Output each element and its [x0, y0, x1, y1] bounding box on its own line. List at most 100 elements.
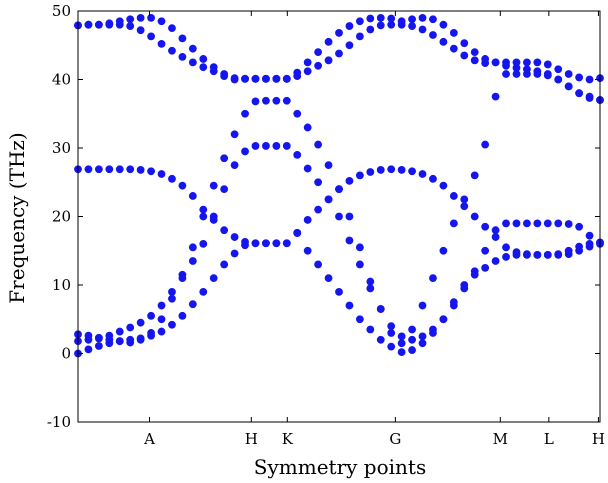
data-point — [449, 219, 458, 228]
data-point — [470, 171, 479, 180]
y-tick-label: -10 — [47, 413, 71, 431]
data-point — [220, 260, 229, 269]
data-point — [303, 164, 312, 173]
data-point — [502, 243, 510, 252]
x-tick-label: G — [389, 430, 401, 448]
data-point — [147, 329, 155, 337]
tick-labels-layer: -10 0 10 20 30 40 50 A H K G M L H — [47, 2, 605, 448]
data-point — [303, 216, 312, 224]
data-point — [303, 123, 312, 132]
data-point — [126, 22, 135, 30]
data-point — [491, 58, 500, 67]
data-point — [126, 15, 135, 24]
data-point — [502, 70, 510, 78]
data-point — [324, 195, 333, 204]
data-point — [429, 274, 437, 283]
data-point — [481, 263, 490, 272]
data-point — [491, 257, 500, 265]
data-point — [94, 333, 103, 342]
data-point — [178, 52, 187, 61]
data-point — [449, 29, 458, 37]
data-point — [355, 260, 364, 269]
phonon-branch — [74, 70, 604, 348]
data-point — [262, 142, 270, 150]
data-point — [376, 305, 385, 313]
data-point — [575, 73, 584, 82]
data-point — [314, 178, 323, 187]
data-point — [230, 161, 239, 170]
data-point — [157, 301, 166, 310]
data-point — [345, 22, 354, 30]
data-point — [272, 239, 281, 248]
data-point — [418, 332, 427, 341]
data-point — [376, 21, 385, 30]
data-point — [157, 39, 166, 48]
data-point — [262, 239, 270, 248]
data-point — [449, 44, 458, 53]
data-point — [355, 243, 364, 252]
data-point — [512, 63, 521, 72]
data-point — [115, 327, 124, 336]
data-point — [481, 246, 490, 255]
data-point — [199, 212, 208, 221]
data-point — [543, 70, 552, 78]
data-point — [523, 219, 531, 228]
data-point — [387, 329, 396, 337]
data-point — [397, 17, 406, 26]
data-point — [554, 219, 563, 228]
y-tick-label: 0 — [61, 345, 71, 363]
data-point — [543, 219, 552, 228]
data-point — [460, 39, 469, 48]
data-point — [387, 322, 396, 330]
data-point — [262, 74, 270, 83]
data-point — [147, 167, 155, 176]
data-point — [366, 277, 375, 286]
data-point — [408, 335, 416, 344]
data-point — [241, 237, 249, 246]
data-point — [115, 165, 124, 174]
data-point — [397, 166, 406, 174]
data-point — [157, 170, 166, 178]
data-point — [157, 17, 166, 26]
data-point — [220, 226, 229, 235]
data-point — [220, 185, 229, 194]
data-point — [439, 37, 448, 46]
data-point — [188, 44, 197, 53]
data-point — [408, 15, 416, 24]
data-point — [199, 63, 208, 72]
data-point — [449, 192, 458, 200]
data-point — [533, 250, 542, 259]
data-point — [188, 300, 197, 309]
data-point — [241, 147, 249, 156]
x-tick-label: L — [544, 430, 554, 448]
data-point — [387, 14, 396, 23]
data-point — [188, 243, 197, 252]
data-point — [251, 239, 260, 248]
data-point — [460, 284, 469, 293]
data-point — [376, 335, 385, 344]
data-point — [585, 92, 594, 101]
data-point — [199, 205, 208, 214]
data-point — [439, 246, 448, 255]
data-point — [355, 315, 364, 324]
data-point — [491, 226, 500, 235]
data-point — [366, 14, 375, 23]
data-point — [324, 37, 333, 46]
data-point — [199, 287, 208, 296]
phonon-branch — [74, 13, 604, 104]
data-point — [429, 325, 437, 334]
data-point — [481, 55, 490, 63]
data-point — [178, 181, 187, 190]
x-tick-label: K — [282, 430, 294, 448]
data-point — [523, 58, 531, 67]
data-point — [397, 332, 406, 341]
data-point — [345, 236, 354, 245]
data-point — [230, 74, 239, 83]
data-point — [136, 26, 145, 35]
data-point — [188, 192, 197, 200]
data-point — [345, 301, 354, 310]
data-point — [115, 337, 124, 346]
data-point — [533, 67, 542, 76]
data-point — [335, 29, 343, 37]
data-point — [272, 142, 281, 150]
